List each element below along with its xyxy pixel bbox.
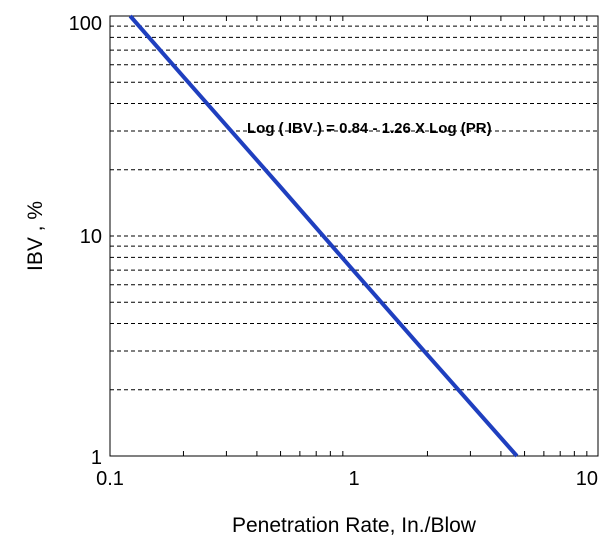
y-tick-label-1: 1 xyxy=(91,447,102,469)
y-axis-title: IBV , % xyxy=(24,201,47,271)
x-minor-ticks xyxy=(182,16,588,456)
y-tick-label-100: 100 xyxy=(69,13,102,35)
x-tick-label-10: 10 xyxy=(576,468,598,490)
series-line-0 xyxy=(128,14,519,458)
plot-area xyxy=(109,14,599,458)
annotation-equation: Log ( IBV ) = 0.84 - 1.26 X Log (PR) xyxy=(247,120,492,137)
x-tick-label-0-1: 0.1 xyxy=(96,468,124,490)
grid xyxy=(110,25,598,391)
y-tick-label-10: 10 xyxy=(80,226,102,248)
series-layer xyxy=(128,14,519,458)
x-axis-title: Penetration Rate, In./Blow xyxy=(232,514,477,537)
x-tick-label-1: 1 xyxy=(348,468,359,490)
